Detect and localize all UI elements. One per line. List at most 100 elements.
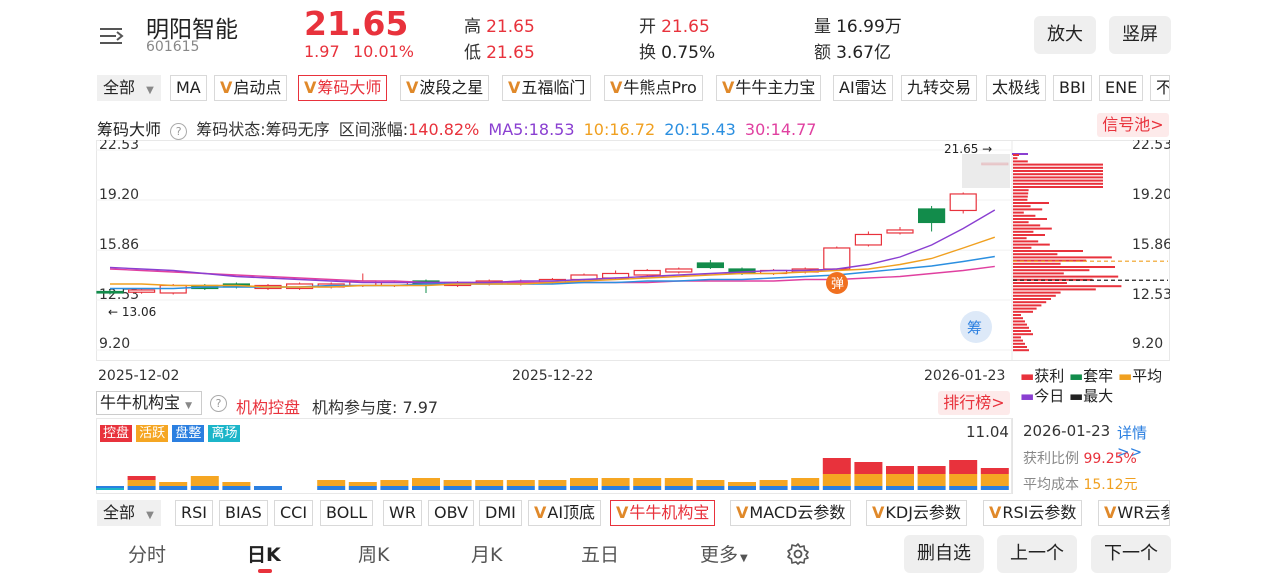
ma10-line — [110, 236, 996, 288]
inst-bar-active — [980, 474, 1009, 486]
x-tick-label: 2026-01-23 — [924, 368, 1005, 384]
indicator-jiuzhuan[interactable]: 九转交易 — [901, 75, 978, 101]
bottom-indicator-all-dropdown[interactable]: 全部 ▼ — [97, 500, 161, 526]
tab-five-day[interactable]: 五日 — [581, 544, 620, 566]
inst-chart-frame — [96, 418, 1012, 494]
indicator-choumadashi[interactable]: V筹码大师 — [298, 75, 388, 101]
legend-badge-exit: 离场 — [208, 425, 241, 442]
bottom-indicator-wr-cloud[interactable]: VWR云参 — [1098, 500, 1170, 526]
signal-badge-label: 弹 — [831, 277, 844, 292]
chip-bar — [1013, 320, 1025, 323]
bottom-indicator-niuniujigoubao[interactable]: V牛牛机构宝 — [610, 500, 716, 526]
chip-info-panel: 2026-01-23 详情>> 获利比例 99.25% 平均成本 15.12元 — [1012, 418, 1170, 494]
indicator-label: 牛牛主力宝 — [735, 78, 816, 97]
chip-bar — [1013, 342, 1025, 345]
tab-daily-k[interactable]: 日K — [247, 544, 281, 566]
inst-bar-consolidate — [854, 486, 883, 490]
delete-watchlist-button[interactable]: 删自选 — [904, 535, 984, 573]
next-stock-button[interactable]: 下一个 — [1091, 535, 1171, 573]
inst-bar-consolidate — [254, 486, 282, 490]
indicator-label: 九转交易 — [907, 78, 972, 97]
chip-bar — [1013, 330, 1031, 332]
chip-bar — [1013, 269, 1090, 272]
candle-body — [823, 247, 851, 270]
menu-icon[interactable] — [100, 26, 124, 46]
tab-weekly-k[interactable]: 周K — [358, 544, 390, 566]
indicator-label: 启动点 — [233, 78, 282, 97]
bottom-indicator-ai-dingdi[interactable]: VAI顶底 — [528, 500, 602, 526]
chip-bar — [1013, 298, 1051, 300]
indicator-niuniuzhulibao[interactable]: V牛牛主力宝 — [716, 75, 822, 101]
bottom-indicator-macd-cloud[interactable]: VMACD云参数 — [730, 500, 852, 526]
bottom-indicator-rsi[interactable]: RSI — [175, 500, 213, 526]
inst-bar-consolidate — [412, 486, 440, 490]
indicator-more-cut[interactable]: 不 — [1150, 75, 1170, 101]
indicator-niuxiongdian[interactable]: V牛熊点Pro — [604, 75, 703, 101]
chip-status: 筹码状态:筹码无序 — [196, 120, 330, 139]
chip-bar — [1013, 173, 1103, 176]
portrait-button[interactable]: 竖屏 — [1109, 16, 1171, 54]
bottom-indicator-obv[interactable]: OBV — [428, 500, 475, 526]
chip-bar — [1013, 157, 1018, 160]
y-tick-label-right: 19.20 — [1132, 187, 1170, 203]
tab-monthly-k[interactable]: 月K — [471, 544, 503, 566]
chip-bar — [1013, 224, 1041, 227]
indicator-label: WR — [389, 503, 416, 522]
inst-bar-consolidate — [633, 486, 662, 490]
indicator-selector[interactable]: 牛牛机构宝 ▼ — [96, 391, 202, 415]
avg-cost-label: 平均成本 — [1023, 477, 1079, 493]
previous-stock-button[interactable]: 上一个 — [997, 535, 1077, 573]
indicator-ma[interactable]: MA — [170, 75, 207, 101]
chip-bar — [1013, 208, 1043, 211]
inst-bar-consolidate — [538, 486, 567, 490]
indicator-ai-radar[interactable]: AI雷达 — [833, 75, 893, 101]
bottom-indicator-cci[interactable]: CCI — [274, 500, 314, 526]
candlestick-chart[interactable]: 22.5319.2015.8612.539.2022.5319.2015.861… — [96, 140, 1170, 386]
zoom-button[interactable]: 放大 — [1034, 16, 1096, 54]
bottom-indicator-kdj-cloud[interactable]: VKDJ云参数 — [866, 500, 967, 526]
inst-bar-consolidate — [664, 486, 693, 490]
open-stat: 开 21.65 — [639, 12, 710, 37]
indicator-boduanzhixing[interactable]: V波段之星 — [400, 75, 490, 101]
chip-bar — [1013, 214, 1036, 217]
chip-bar — [1013, 339, 1023, 342]
bottom-indicator-wr[interactable]: WR — [383, 500, 422, 526]
indicator-all-dropdown[interactable]: 全部 ▼ — [97, 75, 161, 101]
ma10-value: 10:16.72 — [583, 120, 656, 139]
signal-pool-button[interactable]: 信号池> — [1097, 113, 1169, 137]
chip-bar — [1013, 240, 1039, 243]
indicator-bbi[interactable]: BBI — [1053, 75, 1092, 101]
amount-stat: 额 3.67亿 — [814, 38, 891, 63]
indicator-ene[interactable]: ENE — [1099, 75, 1144, 101]
range-change-value: 140.82% — [408, 120, 480, 139]
high-value: 21.65 — [486, 17, 535, 37]
tab-intraday[interactable]: 分时 — [128, 544, 167, 566]
chip-bar — [1013, 234, 1045, 236]
inst-help-icon[interactable]: ? — [210, 395, 227, 412]
y-tick-label-right: 12.53 — [1132, 287, 1170, 303]
chip-indicator-name: 筹码大师 — [97, 120, 162, 139]
bottom-indicator-bias[interactable]: BIAS — [219, 500, 268, 526]
indicator-qidongdian[interactable]: V启动点 — [214, 75, 288, 101]
v-icon: V — [406, 78, 419, 97]
gear-icon[interactable] — [786, 542, 810, 566]
indicator-wufulinmen[interactable]: V五福临门 — [502, 75, 592, 101]
legend-label: 今日 — [1034, 387, 1065, 405]
indicator-taiji[interactable]: 太极线 — [986, 75, 1047, 101]
amount-label: 额 — [814, 43, 831, 63]
ma5-value: MA5:18.53 — [488, 120, 575, 139]
inst-bar-active — [443, 480, 472, 486]
details-link[interactable]: 详情>> — [1117, 424, 1148, 461]
candle-body — [696, 262, 725, 269]
v-icon: V — [304, 78, 317, 97]
bottom-indicator-boll[interactable]: BOLL — [320, 500, 374, 526]
help-icon[interactable]: ? — [170, 123, 188, 140]
indicator-label: ENE — [1105, 78, 1138, 97]
tab-more[interactable]: 更多 ▼ — [700, 540, 748, 567]
legend-badge-active: 活跃 — [136, 425, 169, 442]
bottom-indicator-dmi[interactable]: DMI — [479, 500, 522, 526]
inst-bar-active — [127, 480, 156, 486]
chip-bar — [1013, 198, 1028, 201]
ranking-button[interactable]: 排行榜> — [938, 391, 1010, 415]
bottom-indicator-rsi-cloud[interactable]: VRSI云参数 — [983, 500, 1083, 526]
